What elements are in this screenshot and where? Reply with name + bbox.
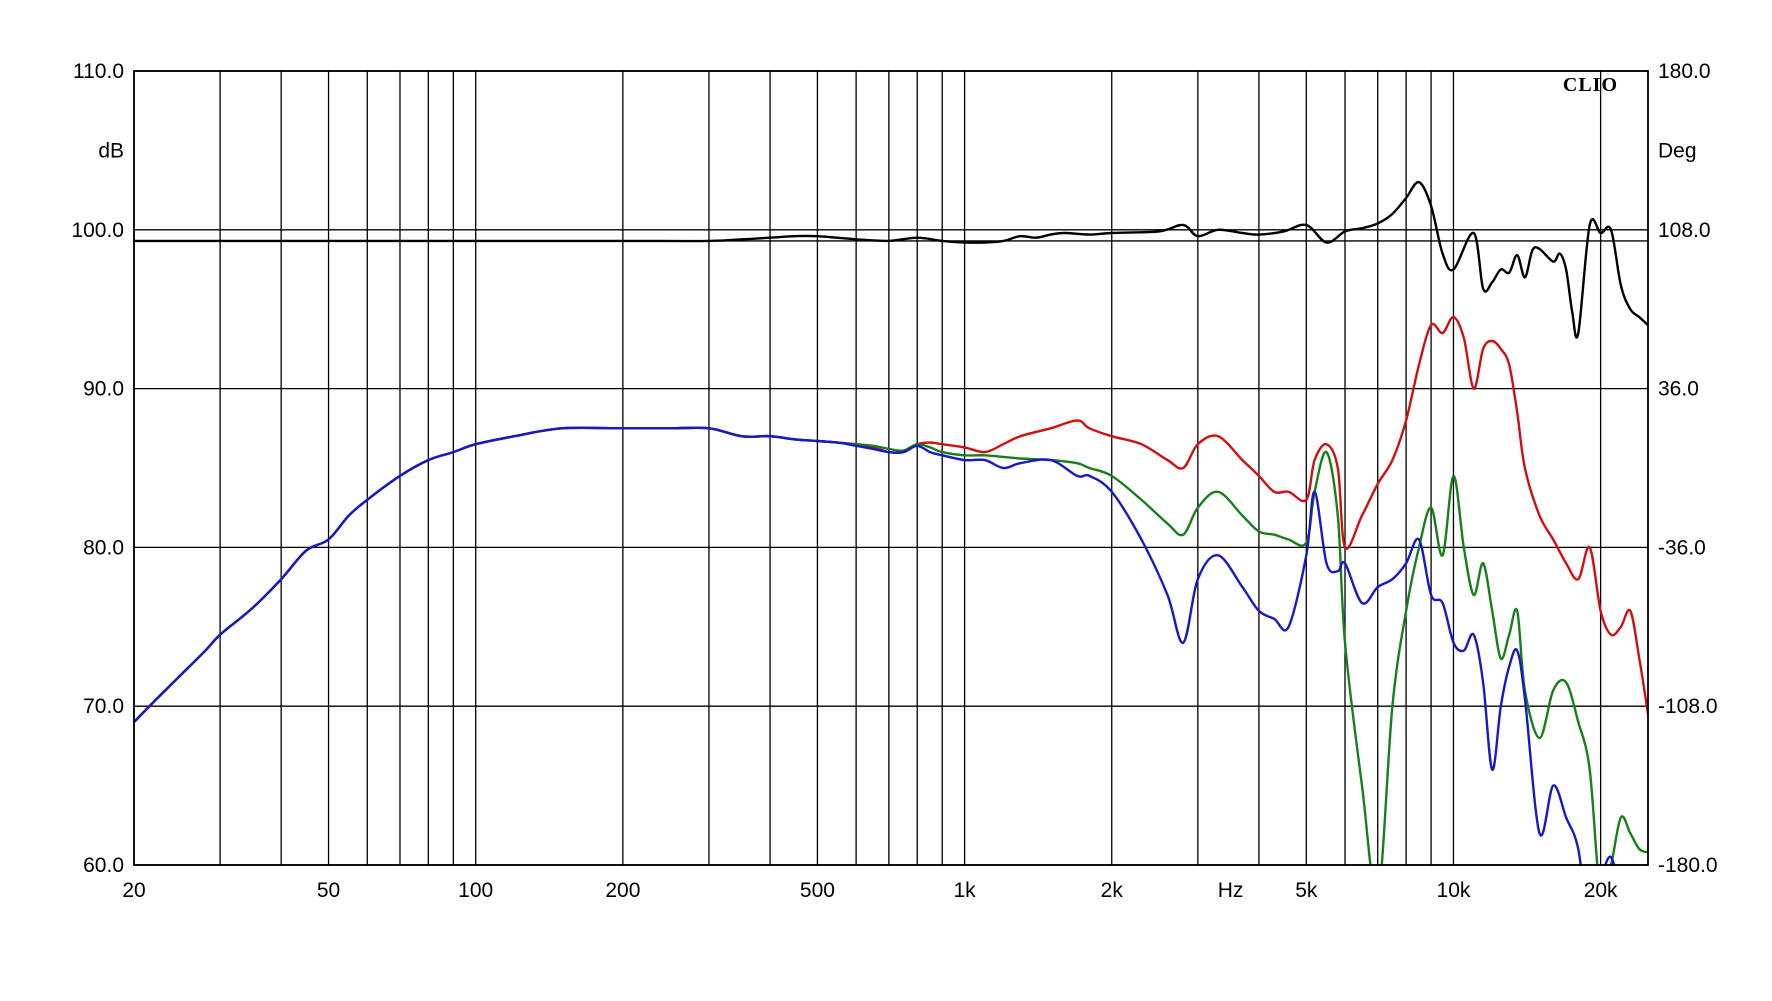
x-tick-label: 5k [1295, 879, 1318, 902]
y2-tick-label: -108.0 [1658, 695, 1718, 718]
y-tick-label: 100.0 [71, 219, 124, 242]
x-tick-label: 200 [605, 879, 640, 902]
grid-layer [133, 70, 1648, 866]
series-line-2 [134, 426, 1648, 866]
brand-logo: CLIO [1563, 74, 1618, 96]
x-tick-label: 500 [800, 879, 835, 902]
series-line-0 [134, 180, 1648, 339]
y2-tick-label: 36.0 [1658, 378, 1699, 401]
x-axis-label: Hz [1218, 879, 1244, 902]
y-tick-label: 90.0 [83, 378, 124, 401]
plot-frame [133, 70, 1649, 866]
y-tick-label: 80.0 [83, 536, 124, 559]
x-tick-label: 2k [1101, 879, 1124, 902]
y2-tick-label: 180.0 [1658, 60, 1711, 83]
y-tick-label: 110.0 [73, 60, 124, 83]
series-line-1 [134, 315, 1648, 724]
y2-axis-label: Deg [1658, 139, 1697, 162]
label-layer: dB Deg Hz CLIO 60.0 70.0 80.0 90.0 100.0 110.… [71, 60, 1717, 902]
series-line-3 [134, 426, 1616, 866]
x-tick-label: 20k [1584, 879, 1618, 902]
x-tick-label: 1k [953, 879, 976, 902]
x-tick-label: 50 [317, 879, 340, 902]
y2-tick-label: -36.0 [1658, 536, 1706, 559]
y2-tick-label: 108.0 [1658, 219, 1711, 242]
x-tick-label: 100 [458, 879, 493, 902]
x-tick-label: 10k [1437, 879, 1471, 902]
y-tick-label: 60.0 [83, 854, 124, 877]
y-tick-label: 70.0 [83, 695, 124, 718]
frame-layer [133, 70, 1649, 866]
y-axis-label: dB [98, 139, 124, 162]
curve-layer [134, 180, 1648, 866]
y2-tick-label: -180.0 [1658, 854, 1718, 877]
x-tick-label: 20 [122, 879, 145, 902]
